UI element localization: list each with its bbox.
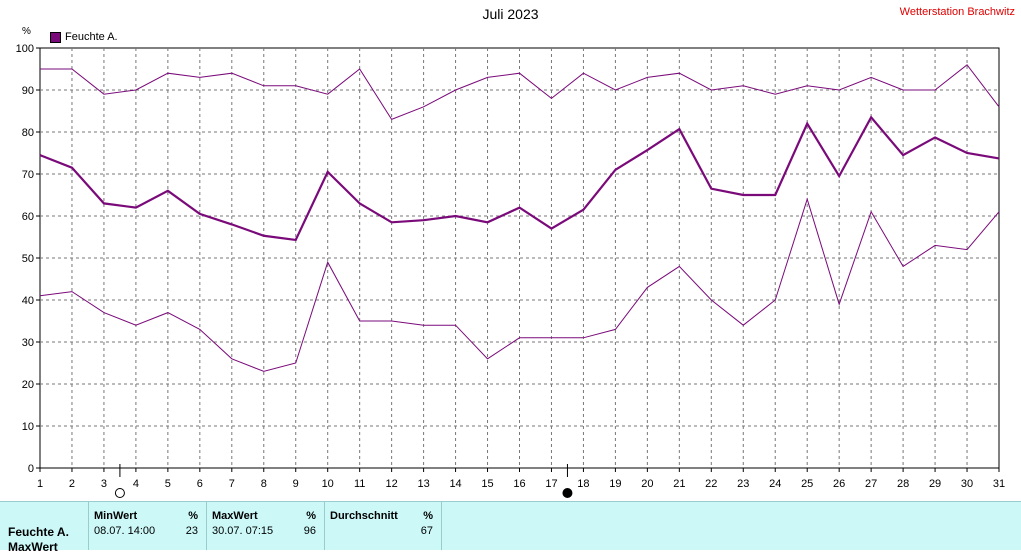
- chart-series: [39, 64, 1000, 372]
- x-tick-label: 21: [673, 478, 685, 490]
- y-tick-label: 100: [16, 43, 34, 55]
- x-tick-label: 4: [133, 478, 139, 490]
- x-tick-label: 5: [165, 478, 171, 490]
- x-tick-label: 9: [293, 478, 299, 490]
- chart-grid: [39, 47, 1000, 469]
- max-value: 96: [303, 525, 316, 537]
- x-tick-label: 30: [961, 478, 973, 490]
- max-header: MaxWert: [212, 510, 258, 522]
- y-axis-unit: %: [22, 26, 31, 37]
- min-unit: %: [188, 510, 198, 522]
- x-tick-label: 3: [101, 478, 107, 490]
- moon-markers: [114, 464, 573, 498]
- min-header: MinWert: [94, 510, 138, 522]
- y-tick-label: 50: [22, 253, 34, 265]
- series-line-max: [40, 64, 1000, 121]
- avg-unit: %: [423, 510, 433, 522]
- series-line-min: [39, 197, 1000, 372]
- x-tick-label: 19: [609, 478, 621, 490]
- x-tick-label: 14: [449, 478, 461, 490]
- legend: Feuchte A.: [50, 31, 118, 43]
- x-tick-label: 26: [833, 478, 845, 490]
- x-tick-label: 11: [354, 478, 365, 490]
- y-tick-label: 70: [22, 169, 34, 181]
- x-tick-label: 20: [641, 478, 653, 490]
- y-tick-label: 20: [22, 379, 34, 391]
- legend-label: Feuchte A.: [65, 31, 118, 43]
- series-line-mean: [39, 115, 1000, 242]
- stats-min-cell: MinWert % 08.07. 14:00 23: [88, 502, 207, 550]
- x-tick-label: 8: [261, 478, 267, 490]
- y-tick-label: 0: [28, 463, 34, 475]
- x-tick-label: 25: [801, 478, 813, 490]
- stats-label-cell: Feuchte A. MaxWert: [0, 502, 89, 554]
- stats-panel: Feuchte A. MaxWert MinWert % 08.07. 14:0…: [0, 501, 1021, 554]
- x-tick-label: 31: [993, 478, 1005, 490]
- x-tick-label: 7: [229, 478, 235, 490]
- y-tick-label: 10: [22, 421, 34, 433]
- stats-row-label-2: MaxWert: [8, 540, 58, 554]
- x-tick-label: 16: [513, 478, 525, 490]
- stats-avg-cell: Durchschnitt % 67: [324, 502, 442, 550]
- station-name: Wetterstation Brachwitz: [899, 6, 1015, 18]
- x-tick-label: 29: [929, 478, 941, 490]
- x-tick-label: 17: [545, 478, 557, 490]
- x-tick-label: 1: [37, 478, 43, 490]
- y-tick-label: 80: [22, 127, 34, 139]
- x-tick-label: 23: [737, 478, 749, 490]
- max-unit: %: [306, 510, 316, 522]
- avg-value: 67: [420, 525, 433, 537]
- y-tick-label: 90: [22, 85, 34, 97]
- y-tick-label: 30: [22, 337, 34, 349]
- avg-header: Durchschnitt: [330, 510, 398, 522]
- stats-max-cell: MaxWert % 30.07. 07:15 96: [206, 502, 325, 550]
- stats-row-label: Feuchte A.: [8, 525, 69, 539]
- x-tick-label: 27: [865, 478, 877, 490]
- x-tick-label: 12: [386, 478, 398, 490]
- x-tick-label: 22: [705, 478, 717, 490]
- x-tick-label: 6: [197, 478, 203, 490]
- x-tick-label: 28: [897, 478, 909, 490]
- x-tick-label: 2: [69, 478, 75, 490]
- new-moon-icon: [562, 488, 573, 498]
- x-tick-label: 18: [577, 478, 589, 490]
- min-time: 08.07. 14:00: [94, 525, 156, 537]
- legend-swatch: [50, 31, 61, 43]
- full-moon-icon: [114, 488, 125, 498]
- x-tick-label: 24: [769, 478, 781, 490]
- min-value: 23: [185, 525, 198, 537]
- max-time: 30.07. 07:15: [212, 525, 274, 537]
- x-tick-label: 15: [481, 478, 493, 490]
- x-tick-label: 13: [417, 478, 429, 490]
- x-tick-label: 10: [322, 478, 334, 490]
- y-tick-label: 60: [22, 211, 34, 223]
- y-tick-label: 40: [22, 295, 34, 307]
- chart-title: Juli 2023: [482, 6, 539, 22]
